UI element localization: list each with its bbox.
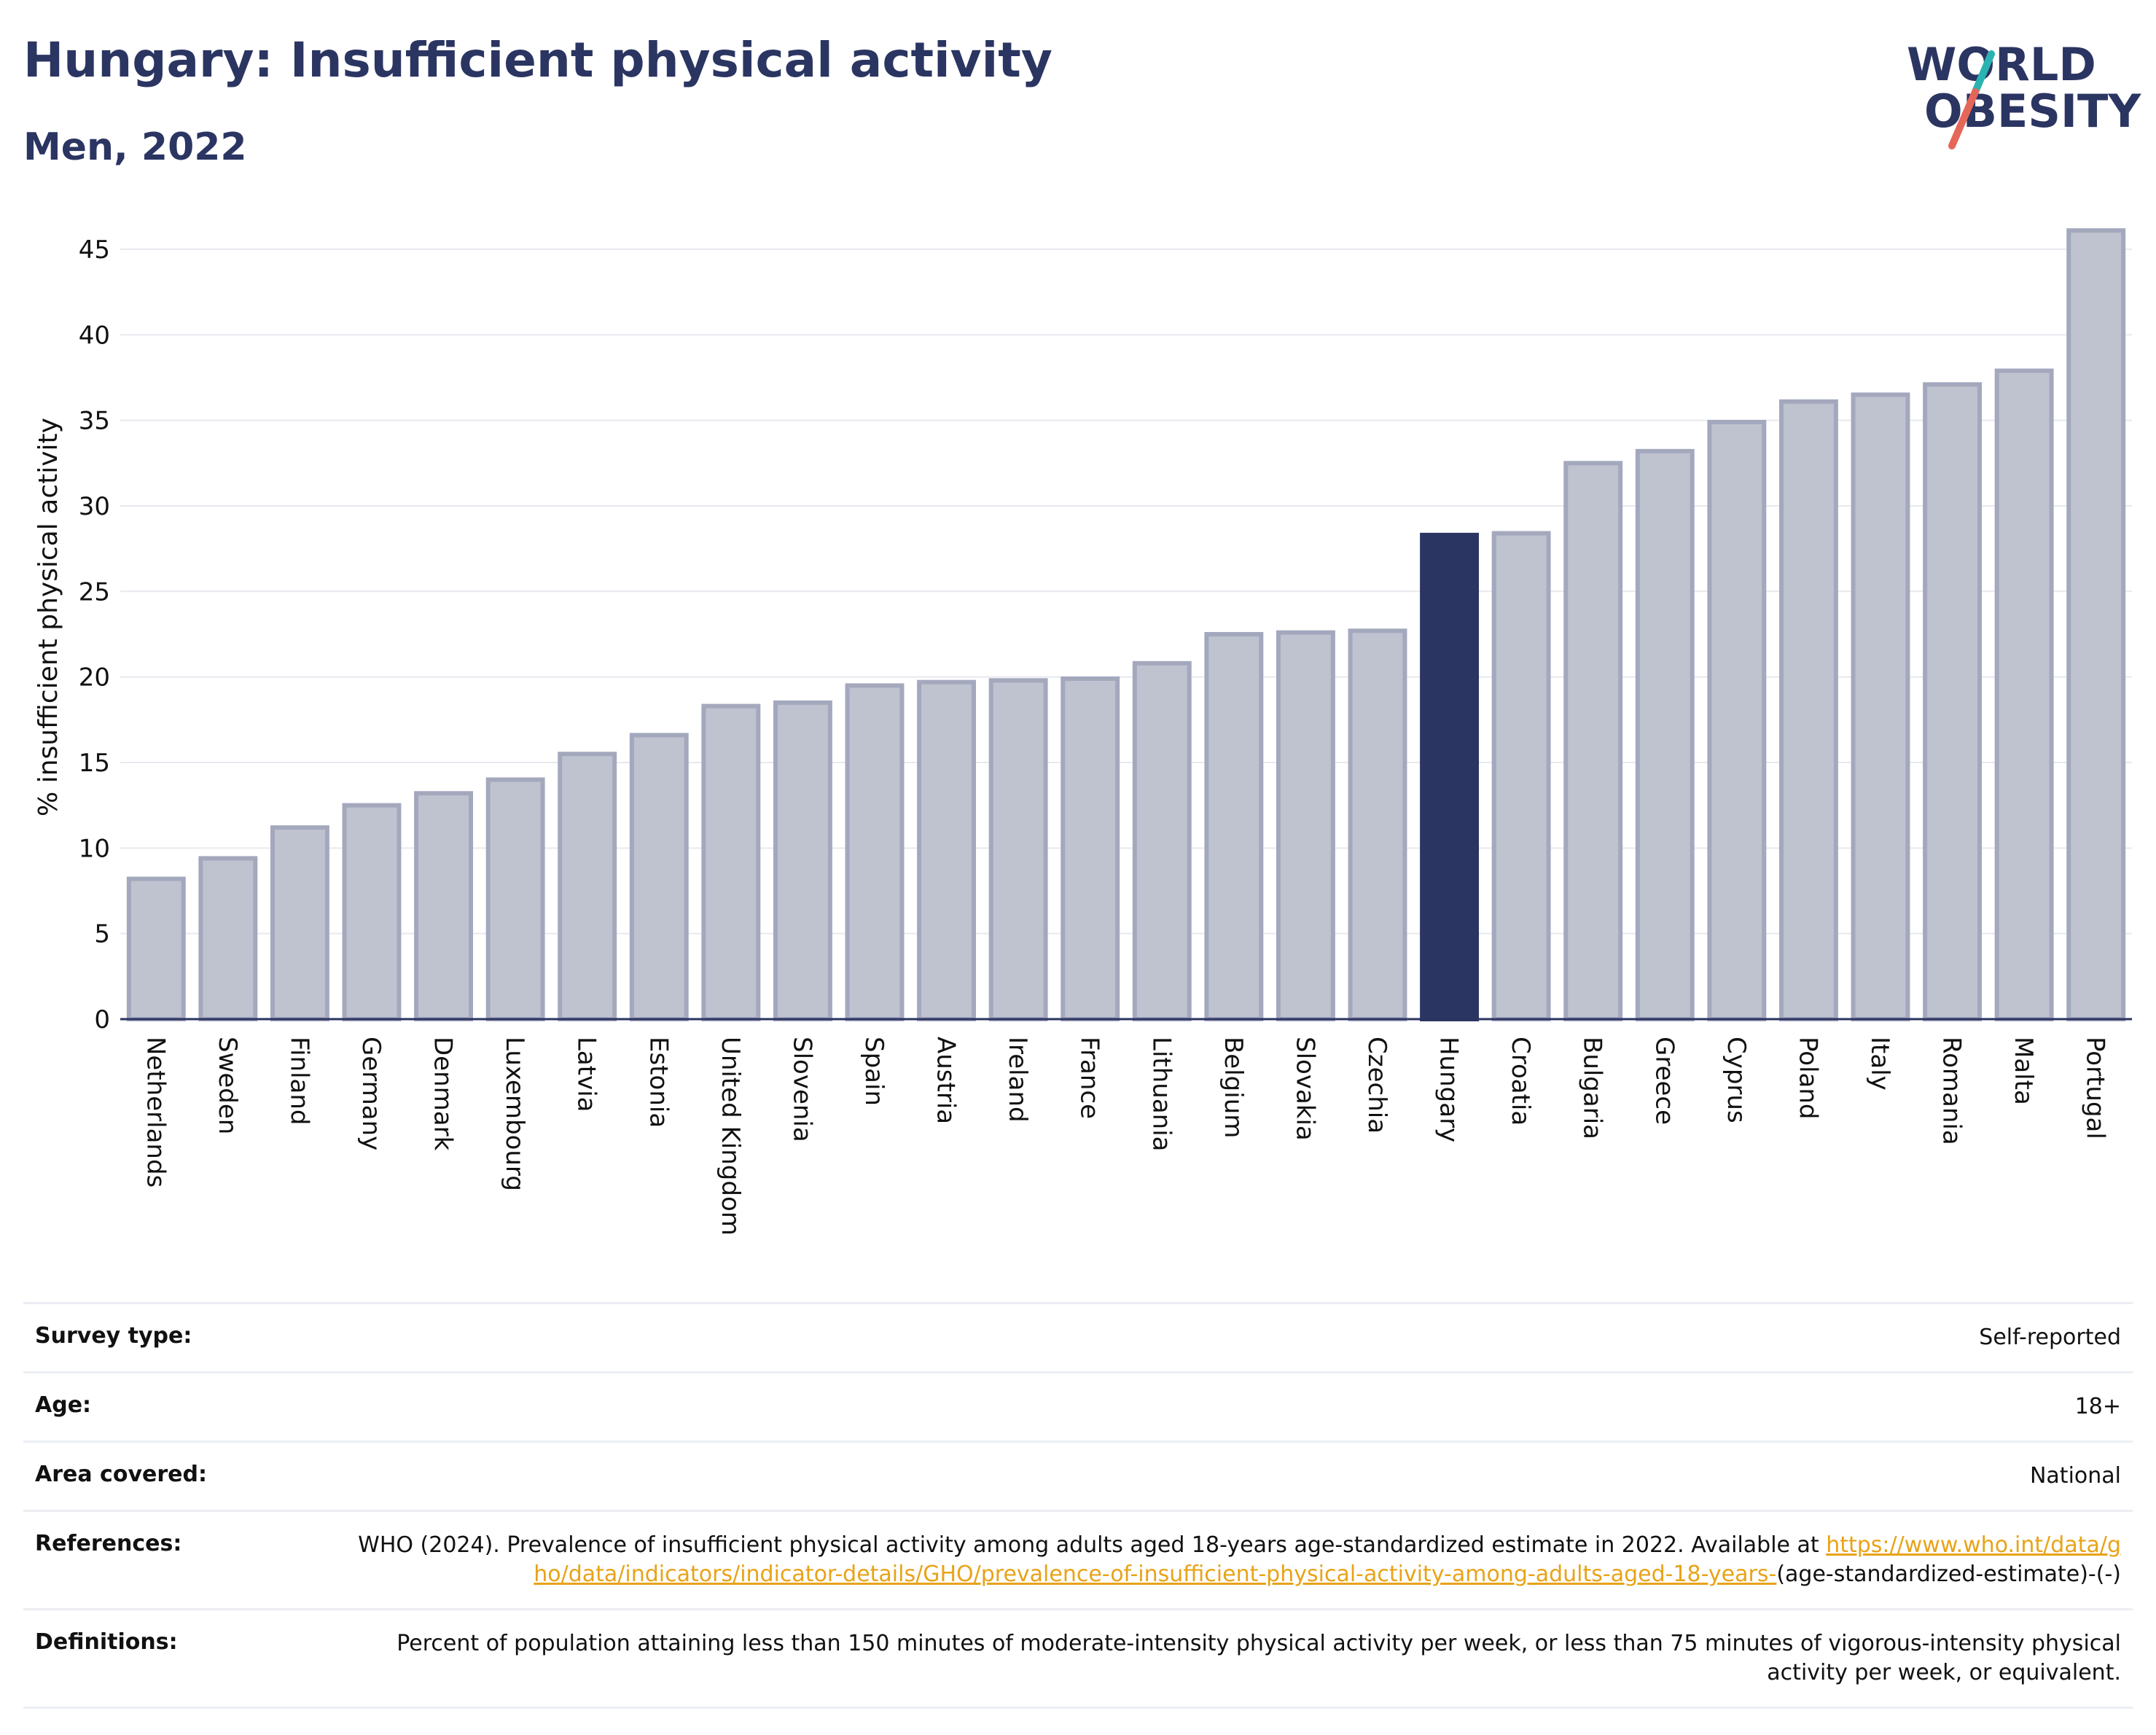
x-tick-label: Austria [931, 1037, 961, 1124]
x-tick-label: Finland [284, 1037, 313, 1126]
bar-poland [1778, 399, 1838, 1021]
bar-croatia [1491, 531, 1551, 1021]
references-label: References: [35, 1531, 182, 1556]
x-tick-label: Sweden [213, 1037, 242, 1134]
x-tick-label: Germany [356, 1037, 386, 1150]
bar-finland [270, 825, 329, 1022]
x-tick-label: Czechia [1362, 1037, 1391, 1134]
bar-germany [342, 803, 402, 1021]
x-tick-label: United Kingdom [716, 1037, 745, 1236]
bar-hungary [1420, 532, 1480, 1021]
survey-type-value: Self-reported [1979, 1325, 2121, 1350]
x-tick-label: Latvia [572, 1037, 601, 1112]
bar-latvia [558, 752, 617, 1021]
bar-romania [1923, 382, 1983, 1021]
survey-type-label: Survey type: [35, 1323, 192, 1349]
bar-lithuania [1132, 660, 1192, 1021]
x-tick-label: France [1075, 1037, 1104, 1119]
bar-sweden [198, 856, 258, 1022]
axes: 0 5 10 15 20 25 30 35 40 45 Netherlands Sweden Finla… [79, 235, 2132, 1236]
bar-chart: 0 5 10 15 20 25 30 35 40 45 Netherlands Sweden Finla… [34, 228, 2132, 1236]
area-covered-label: Area covered: [35, 1462, 207, 1487]
bar-slovakia [1276, 630, 1335, 1021]
definitions-label: Definitions: [35, 1629, 178, 1655]
x-tick-label: Slovenia [787, 1037, 816, 1142]
age-value: 18+ [2074, 1394, 2121, 1419]
area-covered-value: National [2029, 1463, 2121, 1489]
x-tick-label: Spain [859, 1037, 888, 1106]
bar-denmark [414, 791, 474, 1021]
y-tick-label: 15 [79, 749, 110, 778]
bar-slovenia [773, 700, 832, 1022]
references-link[interactable]: https://www.who.int/data/gho/data/indica… [534, 1532, 2121, 1587]
references-text-after: (age-standardized-estimate)-(-) [1776, 1562, 2121, 1587]
bar-spain [845, 683, 905, 1021]
bar-bulgaria [1563, 461, 1623, 1021]
age-row: Age: 18+ [23, 1371, 2133, 1440]
bar-greece [1635, 448, 1695, 1022]
bar-belgium [1204, 631, 1264, 1021]
bar-france [1061, 676, 1120, 1021]
y-tick-label: 0 [94, 1005, 110, 1034]
x-tick-label: Croatia [1506, 1037, 1535, 1126]
x-tick-label: Italy [1865, 1037, 1894, 1091]
world-obesity-logo: WORLD OBESITY [1907, 38, 2141, 149]
logo-slash-top [1972, 50, 1995, 95]
y-axis-label: % insufficient physical activity [34, 418, 63, 816]
x-tick-label: Malta [2009, 1037, 2038, 1105]
page-subtitle: Men, 2022 [23, 125, 247, 169]
x-tick-label: Cyprus [1722, 1037, 1751, 1123]
x-tick-label: Bulgaria [1578, 1037, 1607, 1139]
x-tick-label: Romania [1937, 1037, 1966, 1145]
x-tick-label: Belgium [1219, 1037, 1248, 1138]
bar-malta [1994, 368, 2054, 1021]
bar-united-kingdom [701, 703, 761, 1021]
y-tick-label: 40 [79, 321, 110, 350]
logo-line1: WORLD [1907, 38, 2096, 91]
y-tick-label: 45 [79, 235, 110, 265]
x-tick-label: Slovakia [1290, 1037, 1319, 1141]
x-tick-label: Portugal [2081, 1037, 2110, 1139]
x-tick-label: Estonia [644, 1037, 673, 1128]
x-tick-label: Luxembourg [500, 1037, 529, 1191]
x-tick-label: Ireland [1003, 1037, 1032, 1123]
references-text: WHO (2024). Prevalence of insufficient p… [358, 1532, 1827, 1558]
bar-cyprus [1707, 419, 1767, 1022]
x-tick-label: Hungary [1434, 1037, 1464, 1142]
bar-luxembourg [485, 777, 545, 1022]
x-tick-label: Lithuania [1147, 1037, 1176, 1151]
bar-austria [917, 679, 977, 1021]
definitions-value: Percent of population attaining less tha… [397, 1631, 2121, 1685]
logo-slash-bottom [1948, 88, 1979, 149]
page-title: Hungary: Insufficient physical activity [23, 32, 1052, 88]
y-tick-label: 35 [79, 407, 110, 436]
x-tick-label: Poland [1793, 1037, 1822, 1120]
definitions-row: Definitions: Percent of population attai… [23, 1608, 2133, 1709]
area-covered-row: Area covered: National [23, 1440, 2133, 1510]
bars [126, 228, 2126, 1022]
survey-type-row: Survey type: Self-reported [23, 1302, 2133, 1371]
references-row: References: WHO (2024). Prevalence of in… [23, 1510, 2133, 1608]
x-tick-label: Netherlands [141, 1037, 170, 1188]
x-tick-label: Denmark [429, 1037, 458, 1151]
y-tick-label: 25 [79, 577, 110, 607]
y-tick-label: 10 [79, 834, 110, 863]
bar-portugal [2066, 228, 2126, 1022]
age-label: Age: [35, 1392, 92, 1418]
bar-netherlands [126, 876, 186, 1021]
bar-italy [1851, 392, 1910, 1021]
bar-czechia [1348, 628, 1407, 1021]
x-tick-label: Greece [1649, 1037, 1679, 1125]
references-value: WHO (2024). Prevalence of insufficient p… [357, 1531, 2121, 1589]
y-tick-label: 5 [94, 920, 110, 949]
bar-ireland [988, 678, 1048, 1021]
y-tick-label: 20 [79, 663, 110, 693]
bar-estonia [629, 733, 689, 1022]
metadata-table: Survey type: Self-reported Age: 18+ Area… [23, 1302, 2133, 1709]
y-tick-label: 30 [79, 492, 110, 521]
